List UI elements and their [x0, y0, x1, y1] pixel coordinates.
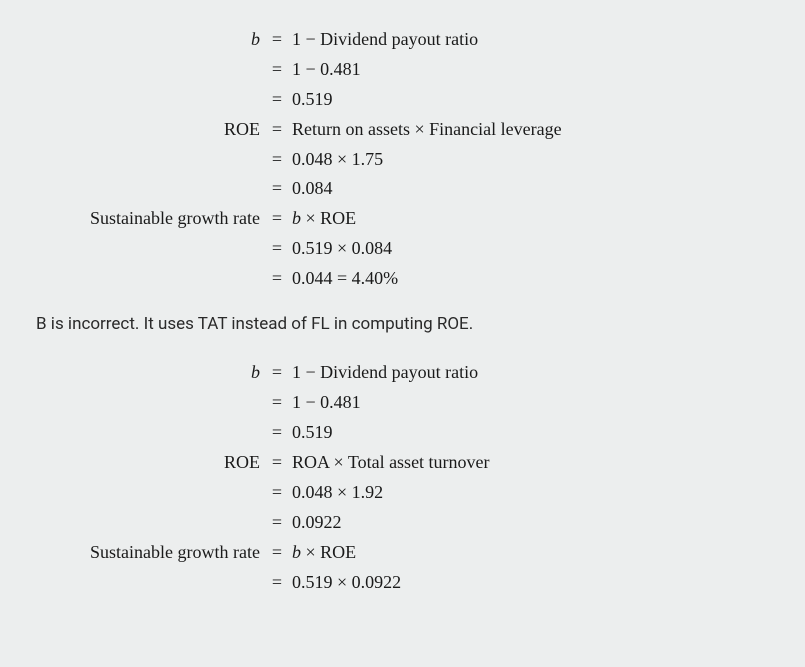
equals-sign: =	[268, 509, 286, 537]
eq-row: Sustainable growth rate = b × ROE	[36, 205, 769, 233]
equals-sign: =	[268, 479, 286, 507]
equals-sign: =	[268, 116, 286, 144]
equals-sign: =	[268, 539, 286, 567]
equation-block-1: b = 1 − Dividend payout ratio = 1 − 0.48…	[36, 26, 769, 293]
eq-row: = 0.0922	[36, 509, 769, 537]
eq-row: = 0.044 = 4.40%	[36, 265, 769, 293]
equals-sign: =	[268, 389, 286, 417]
rhs-text: b × ROE	[286, 205, 769, 233]
rhs-text: 1 − 0.481	[286, 389, 769, 417]
lhs-sgr: Sustainable growth rate	[36, 205, 268, 233]
rhs-text: 1 − Dividend payout ratio	[286, 26, 769, 54]
lhs-sgr: Sustainable growth rate	[36, 539, 268, 567]
rhs-text: 0.519	[286, 419, 769, 447]
eq-row: Sustainable growth rate = b × ROE	[36, 539, 769, 567]
rhs-text: 1 − 0.481	[286, 56, 769, 84]
rhs-text: b × ROE	[286, 539, 769, 567]
eq-row: = 0.048 × 1.75	[36, 146, 769, 174]
eq-row: = 0.519	[36, 419, 769, 447]
italic-b: b	[292, 208, 301, 228]
rhs-text: 0.519	[286, 86, 769, 114]
rhs-text: 1 − Dividend payout ratio	[286, 359, 769, 387]
rhs-text: 0.519 × 0.084	[286, 235, 769, 263]
eq-row: = 1 − 0.481	[36, 56, 769, 84]
eq-row: = 1 − 0.481	[36, 389, 769, 417]
equals-sign: =	[268, 146, 286, 174]
rhs-text: 0.044 = 4.40%	[286, 265, 769, 293]
equals-sign: =	[268, 235, 286, 263]
eq-row: b = 1 − Dividend payout ratio	[36, 359, 769, 387]
eq-row: = 0.084	[36, 175, 769, 203]
equals-sign: =	[268, 86, 286, 114]
eq-row: b = 1 − Dividend payout ratio	[36, 26, 769, 54]
eq-row: ROE = Return on assets × Financial lever…	[36, 116, 769, 144]
eq-row: ROE = ROA × Total asset turnover	[36, 449, 769, 477]
equals-sign: =	[268, 569, 286, 597]
eq-row: = 0.519 × 0.084	[36, 235, 769, 263]
rhs-text: 0.084	[286, 175, 769, 203]
rhs-text: 0.048 × 1.75	[286, 146, 769, 174]
eq-row: = 0.048 × 1.92	[36, 479, 769, 507]
lhs-roe: ROE	[36, 449, 268, 477]
rhs-text: ROA × Total asset turnover	[286, 449, 769, 477]
equals-sign: =	[268, 26, 286, 54]
rhs-text: Return on assets × Financial leverage	[286, 116, 769, 144]
equals-sign: =	[268, 419, 286, 447]
lhs-b: b	[36, 359, 268, 387]
equals-sign: =	[268, 359, 286, 387]
rhs-text: 0.519 × 0.0922	[286, 569, 769, 597]
equation-block-2: b = 1 − Dividend payout ratio = 1 − 0.48…	[36, 359, 769, 596]
rhs-text: 0.0922	[286, 509, 769, 537]
equals-sign: =	[268, 265, 286, 293]
equals-sign: =	[268, 175, 286, 203]
narrative-text: B is incorrect. It uses TAT instead of F…	[36, 311, 769, 337]
eq-row: = 0.519 × 0.0922	[36, 569, 769, 597]
italic-b: b	[292, 542, 301, 562]
eq-row: = 0.519	[36, 86, 769, 114]
equals-sign: =	[268, 56, 286, 84]
equals-sign: =	[268, 449, 286, 477]
lhs-b: b	[36, 26, 268, 54]
rhs-suffix: × ROE	[301, 542, 356, 562]
rhs-suffix: × ROE	[301, 208, 356, 228]
equals-sign: =	[268, 205, 286, 233]
lhs-roe: ROE	[36, 116, 268, 144]
rhs-text: 0.048 × 1.92	[286, 479, 769, 507]
